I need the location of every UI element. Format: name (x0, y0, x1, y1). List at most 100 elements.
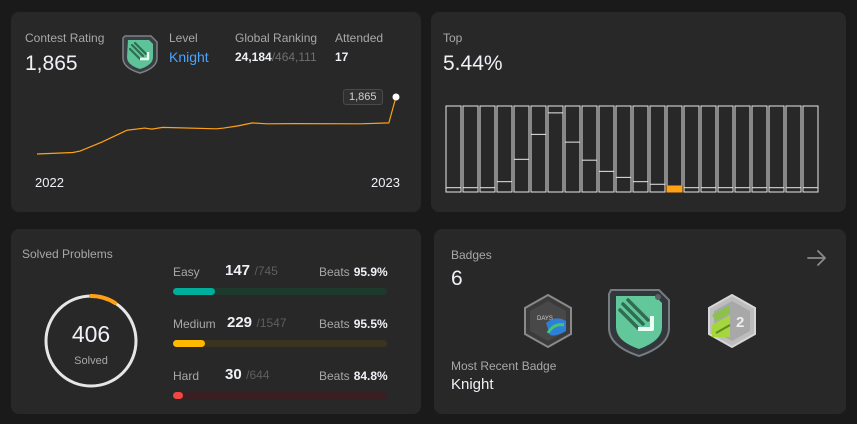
difficulty-beats: Beats 84.8% (319, 369, 388, 383)
difficulty-beats: Beats 95.5% (319, 317, 388, 331)
distribution-bar (547, 112, 564, 193)
svg-text:DAYS: DAYS (537, 316, 553, 322)
difficulty-progress-fill (173, 288, 216, 295)
difficulty-count: 30 (225, 366, 242, 383)
beats-value: 95.9% (353, 265, 388, 279)
rating-line-chart[interactable] (11, 12, 421, 212)
difficulty-label: Hard (173, 369, 200, 383)
annual-badge-number: 2 (736, 314, 744, 331)
attended-value: 17 (335, 50, 349, 64)
distribution-bar (530, 133, 547, 193)
difficulty-count: 229 (227, 314, 253, 331)
difficulty-total: /644 (246, 368, 270, 382)
year-end-label: 2023 (371, 175, 400, 190)
distribution-bar (751, 187, 768, 193)
attended-label: Attended (335, 31, 384, 45)
distribution-bar-frame (445, 105, 462, 193)
global-total: /464,111 (271, 50, 317, 64)
difficulty-count: 147 (225, 262, 251, 279)
solved-title: Solved Problems (22, 247, 113, 261)
distribution-bar (802, 187, 819, 193)
distribution-bar (564, 141, 581, 193)
distribution-bar-highlight (666, 185, 683, 193)
difficulty-progress-bar (173, 288, 387, 295)
rating-last-point (392, 93, 400, 101)
distribution-bar (598, 170, 615, 193)
distribution-bar (581, 159, 598, 193)
distribution-bar-frame (751, 105, 768, 193)
difficulty-total: /1547 (256, 316, 287, 330)
distribution-bar-frame (632, 105, 649, 193)
beats-value: 95.5% (353, 317, 388, 331)
distribution-bar-frame (462, 105, 479, 193)
difficulty-beats: Beats 95.9% (319, 265, 388, 279)
difficulty-progress-fill (173, 340, 205, 347)
distribution-bar (462, 187, 479, 193)
beats-label: Beats (319, 369, 350, 383)
beats-label: Beats (319, 265, 350, 279)
distribution-bar-frame (496, 105, 513, 193)
difficulty-count-group: 229 /1547 (227, 314, 287, 332)
distribution-bar (615, 176, 632, 193)
50-days-badge-icon[interactable]: DAYS (522, 293, 574, 354)
level-label: Level (169, 31, 198, 45)
distribution-bar-frame (768, 105, 785, 193)
badges-title: Badges (451, 248, 492, 262)
distribution-bar-frame (734, 105, 751, 193)
badges-count: 6 (451, 267, 463, 290)
knight-badge-icon[interactable] (605, 284, 673, 363)
difficulty-count-group: 30 /644 (225, 366, 270, 384)
top-percentile-card: Top 5.44% (431, 12, 846, 212)
beats-value: 84.8% (353, 369, 388, 383)
difficulty-progress-bar (173, 340, 387, 347)
distribution-bar (700, 187, 717, 193)
solved-ring-arc (44, 294, 138, 388)
distribution-bar-frame (666, 105, 683, 193)
distribution-bar-frame (649, 105, 666, 193)
recent-badge-value: Knight (451, 376, 494, 393)
rating-tooltip: 1,865 (343, 89, 383, 105)
contest-rating-card: Contest Rating 1,865 Level Knight Global… (11, 12, 421, 212)
badges-card: Badges 6 DAYS (434, 229, 846, 414)
distribution-bar-chart[interactable] (431, 12, 846, 212)
distribution-bar (479, 187, 496, 193)
distribution-bar (785, 187, 802, 193)
knight-shield-icon (121, 32, 159, 74)
distribution-bar-frame (683, 105, 700, 193)
rating-line (36, 96, 397, 155)
annual-badge-icon[interactable]: 2 (706, 293, 758, 354)
distribution-bar (768, 187, 785, 193)
solved-problems-card: Solved Problems 406 Solved Easy 147 /745… (11, 229, 421, 414)
distribution-bar (683, 187, 700, 193)
arrow-right-icon[interactable] (806, 248, 828, 273)
global-ranking-value: 24,184/464,111 (235, 50, 317, 64)
distribution-bar (445, 187, 462, 193)
distribution-bar (734, 187, 751, 193)
year-start-label: 2022 (35, 175, 64, 190)
solved-total: 406 (71, 321, 111, 347)
distribution-bar (496, 181, 513, 193)
difficulty-count-group: 147 /745 (225, 262, 278, 280)
difficulty-total: /745 (254, 264, 278, 278)
difficulty-label: Medium (173, 317, 216, 331)
solved-progress-ring[interactable] (41, 291, 141, 391)
top-value: 5.44% (443, 52, 503, 75)
distribution-bar (649, 183, 666, 193)
recent-badge-label: Most Recent Badge (451, 359, 557, 373)
distribution-bar-frame (479, 105, 496, 193)
level-value: Knight (169, 49, 209, 65)
distribution-bar-frame (717, 105, 734, 193)
distribution-bar (513, 158, 530, 193)
distribution-bar-frame (700, 105, 717, 193)
difficulty-progress-fill (173, 392, 184, 399)
contest-rating-label: Contest Rating (25, 31, 105, 45)
distribution-bar-frame (802, 105, 819, 193)
contest-rating-value: 1,865 (25, 52, 78, 75)
difficulty-label: Easy (173, 265, 200, 279)
solved-total-label: Solved (74, 355, 108, 367)
global-ranking-label: Global Ranking (235, 31, 318, 45)
distribution-bar (632, 181, 649, 193)
global-rank: 24,184 (235, 50, 272, 64)
distribution-bar (717, 187, 734, 193)
top-label: Top (443, 31, 463, 45)
